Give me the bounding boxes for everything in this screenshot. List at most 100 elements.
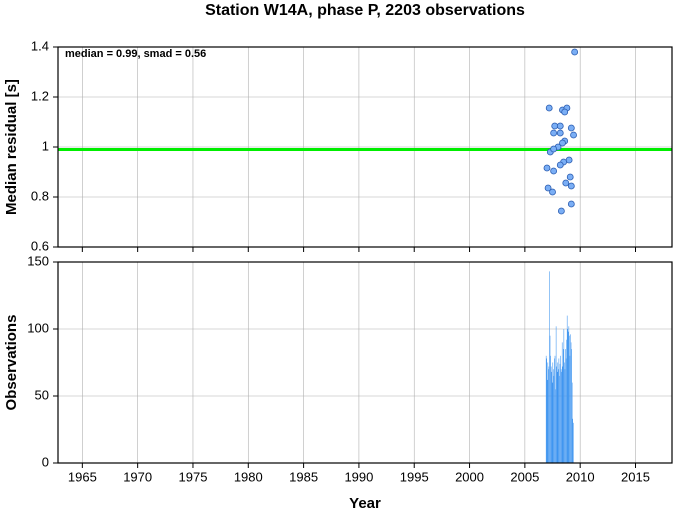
bar xyxy=(563,329,565,463)
bar xyxy=(554,358,555,463)
y-tick-label: 0 xyxy=(42,454,49,469)
point xyxy=(557,207,565,215)
bar xyxy=(567,329,569,463)
point xyxy=(550,145,558,153)
x-tick-label: 1975 xyxy=(179,469,208,484)
bar xyxy=(560,355,561,463)
y-axis-label: Median residual [s] xyxy=(3,79,20,215)
y-tick-label: 1 xyxy=(42,138,49,153)
bar xyxy=(564,362,565,463)
bar xyxy=(570,334,571,463)
point xyxy=(566,173,574,181)
x-tick-label: 1995 xyxy=(400,469,429,484)
bar xyxy=(565,349,566,463)
bar xyxy=(551,382,553,463)
point xyxy=(570,131,577,139)
point xyxy=(549,188,556,196)
x-tick-label: 2000 xyxy=(455,469,484,484)
bar xyxy=(561,342,563,463)
bar xyxy=(559,363,561,463)
x-tick-label: 1965 xyxy=(68,469,97,484)
bar xyxy=(558,358,560,463)
bar xyxy=(565,358,567,463)
point xyxy=(545,104,553,112)
point xyxy=(556,161,564,169)
bar xyxy=(545,355,547,463)
bar xyxy=(548,369,549,463)
point xyxy=(559,139,566,147)
x-axis-label: Year xyxy=(349,495,381,511)
bar xyxy=(559,375,560,463)
bar xyxy=(554,355,556,463)
bar xyxy=(556,366,557,463)
bar xyxy=(556,371,558,463)
bar xyxy=(566,315,568,463)
bar xyxy=(571,349,572,463)
point xyxy=(550,167,558,175)
bar xyxy=(550,355,551,463)
bar xyxy=(566,339,567,463)
bar xyxy=(570,342,572,463)
point xyxy=(556,122,564,130)
y-tick-label: 1.4 xyxy=(31,38,49,53)
point xyxy=(561,108,569,116)
point xyxy=(567,182,575,190)
bar xyxy=(546,358,547,463)
bar xyxy=(555,389,556,463)
bar xyxy=(572,422,574,463)
bar xyxy=(555,326,557,463)
bar xyxy=(549,335,551,463)
point xyxy=(567,200,575,208)
x-tick-label: 2010 xyxy=(566,469,595,484)
bar xyxy=(569,355,571,463)
bar xyxy=(562,366,564,463)
bar xyxy=(553,369,554,463)
point xyxy=(544,184,552,192)
annotation: median = 0.99, smad = 0.56 xyxy=(65,48,206,60)
y-tick-label: 100 xyxy=(27,320,49,335)
bar xyxy=(568,326,570,463)
point xyxy=(571,48,579,56)
bar xyxy=(561,371,562,463)
plot-frame xyxy=(57,46,673,248)
bar xyxy=(547,362,549,463)
y-tick-label: 0.6 xyxy=(31,238,49,253)
bar xyxy=(548,366,550,463)
x-tick-label: 2005 xyxy=(510,469,539,484)
bar xyxy=(560,369,562,463)
bar xyxy=(549,271,550,463)
bar xyxy=(563,349,564,463)
bar xyxy=(571,382,573,463)
plot-frame xyxy=(57,261,673,464)
y-tick-label: 1.2 xyxy=(31,88,49,103)
x-tick-label: 1980 xyxy=(234,469,263,484)
y-tick-label: 150 xyxy=(27,253,49,268)
point xyxy=(543,164,551,172)
x-tick-label: 1970 xyxy=(123,469,152,484)
bar xyxy=(564,369,566,463)
point xyxy=(551,122,559,130)
y-tick-label: 0.8 xyxy=(31,188,49,203)
bar xyxy=(553,375,555,463)
point xyxy=(567,124,575,132)
point xyxy=(550,129,558,137)
bar xyxy=(551,371,552,463)
bar xyxy=(550,366,552,463)
x-tick-label: 2015 xyxy=(621,469,650,484)
bar xyxy=(552,362,554,463)
bar xyxy=(546,379,548,463)
point xyxy=(556,129,564,137)
x-tick-label: 1985 xyxy=(289,469,318,484)
bar xyxy=(557,362,559,463)
y-axis-label: Observations xyxy=(3,315,20,411)
y-tick-label: 50 xyxy=(35,387,49,402)
point xyxy=(565,156,573,164)
bar xyxy=(569,335,570,463)
bar xyxy=(572,418,573,463)
point xyxy=(562,179,570,187)
bar xyxy=(558,369,559,463)
chart-title: Station W14A, phase P, 2203 observations xyxy=(205,2,525,19)
x-tick-label: 1990 xyxy=(344,469,373,484)
bar xyxy=(568,331,569,463)
